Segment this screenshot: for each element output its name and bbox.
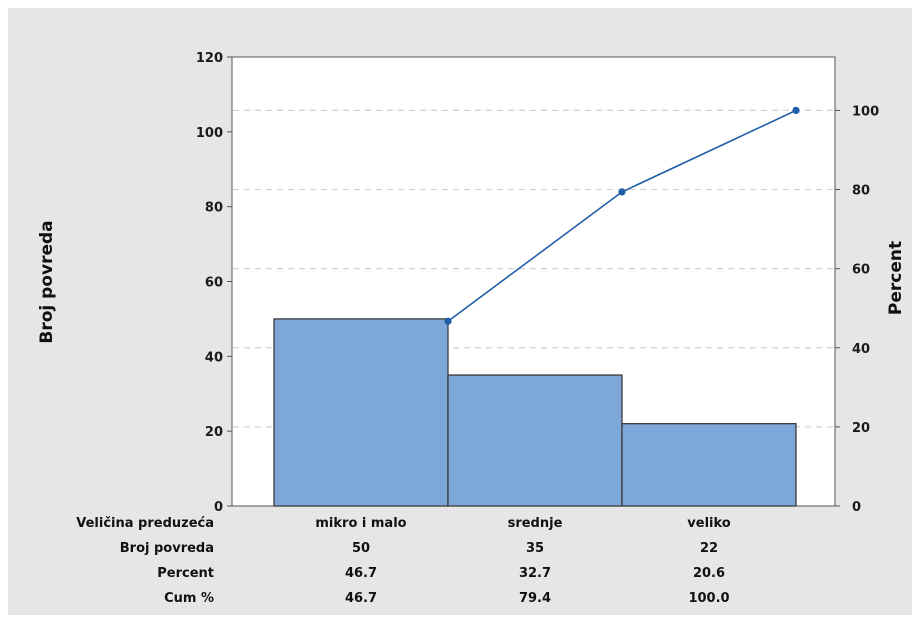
right-tick-label: 80 <box>852 184 870 199</box>
right-axis: 0 20 40 60 80 100 <box>835 104 879 515</box>
line-point <box>792 106 800 115</box>
left-tick-label: 80 <box>205 201 223 216</box>
bar <box>621 423 797 507</box>
right-tick-label: 0 <box>852 500 861 515</box>
right-tick-label: 100 <box>852 104 879 119</box>
right-tick-label: 60 <box>852 263 870 278</box>
table-cell: mikro i malo <box>315 516 406 531</box>
table-cell: 50 <box>352 541 370 556</box>
table-cell: 20.6 <box>693 566 725 581</box>
table-cell: 79.4 <box>519 591 551 606</box>
bar <box>273 318 449 507</box>
left-tick-label: 0 <box>214 500 223 515</box>
table-cell: 35 <box>526 541 544 556</box>
bar <box>447 374 623 507</box>
table-row-label: Percent <box>157 566 214 581</box>
bars <box>273 318 797 507</box>
cumulative-line <box>444 106 800 325</box>
table-cell: 22 <box>700 541 718 556</box>
data-table: Veličina preduzeća mikro i malo srednje vel… <box>76 516 731 606</box>
left-tick-label: 20 <box>205 425 223 440</box>
table-row-label: Cum % <box>164 591 214 606</box>
y-axis-title: Broj povreda <box>37 220 57 343</box>
right-tick-label: 20 <box>852 421 870 436</box>
y2-axis-title: Percent <box>886 241 906 315</box>
table-cell: 32.7 <box>519 566 551 581</box>
left-tick-label: 40 <box>205 350 223 365</box>
table-row-label: Broj povreda <box>120 541 214 556</box>
table-row-label: Veličina preduzeća <box>76 516 214 531</box>
line-point <box>444 317 452 325</box>
left-tick-label: 60 <box>205 276 223 291</box>
table-cell: veliko <box>687 516 730 531</box>
left-axis: 0 20 40 60 80 100 120 <box>196 51 232 515</box>
table-cell: 46.7 <box>345 591 377 606</box>
table-cell: 46.7 <box>345 566 377 581</box>
right-tick-label: 40 <box>852 342 870 357</box>
line-point <box>618 188 626 196</box>
table-cell: srednje <box>508 516 563 531</box>
left-tick-label: 120 <box>196 51 223 66</box>
left-tick-label: 100 <box>196 126 223 141</box>
table-cell: 100.0 <box>688 591 729 606</box>
